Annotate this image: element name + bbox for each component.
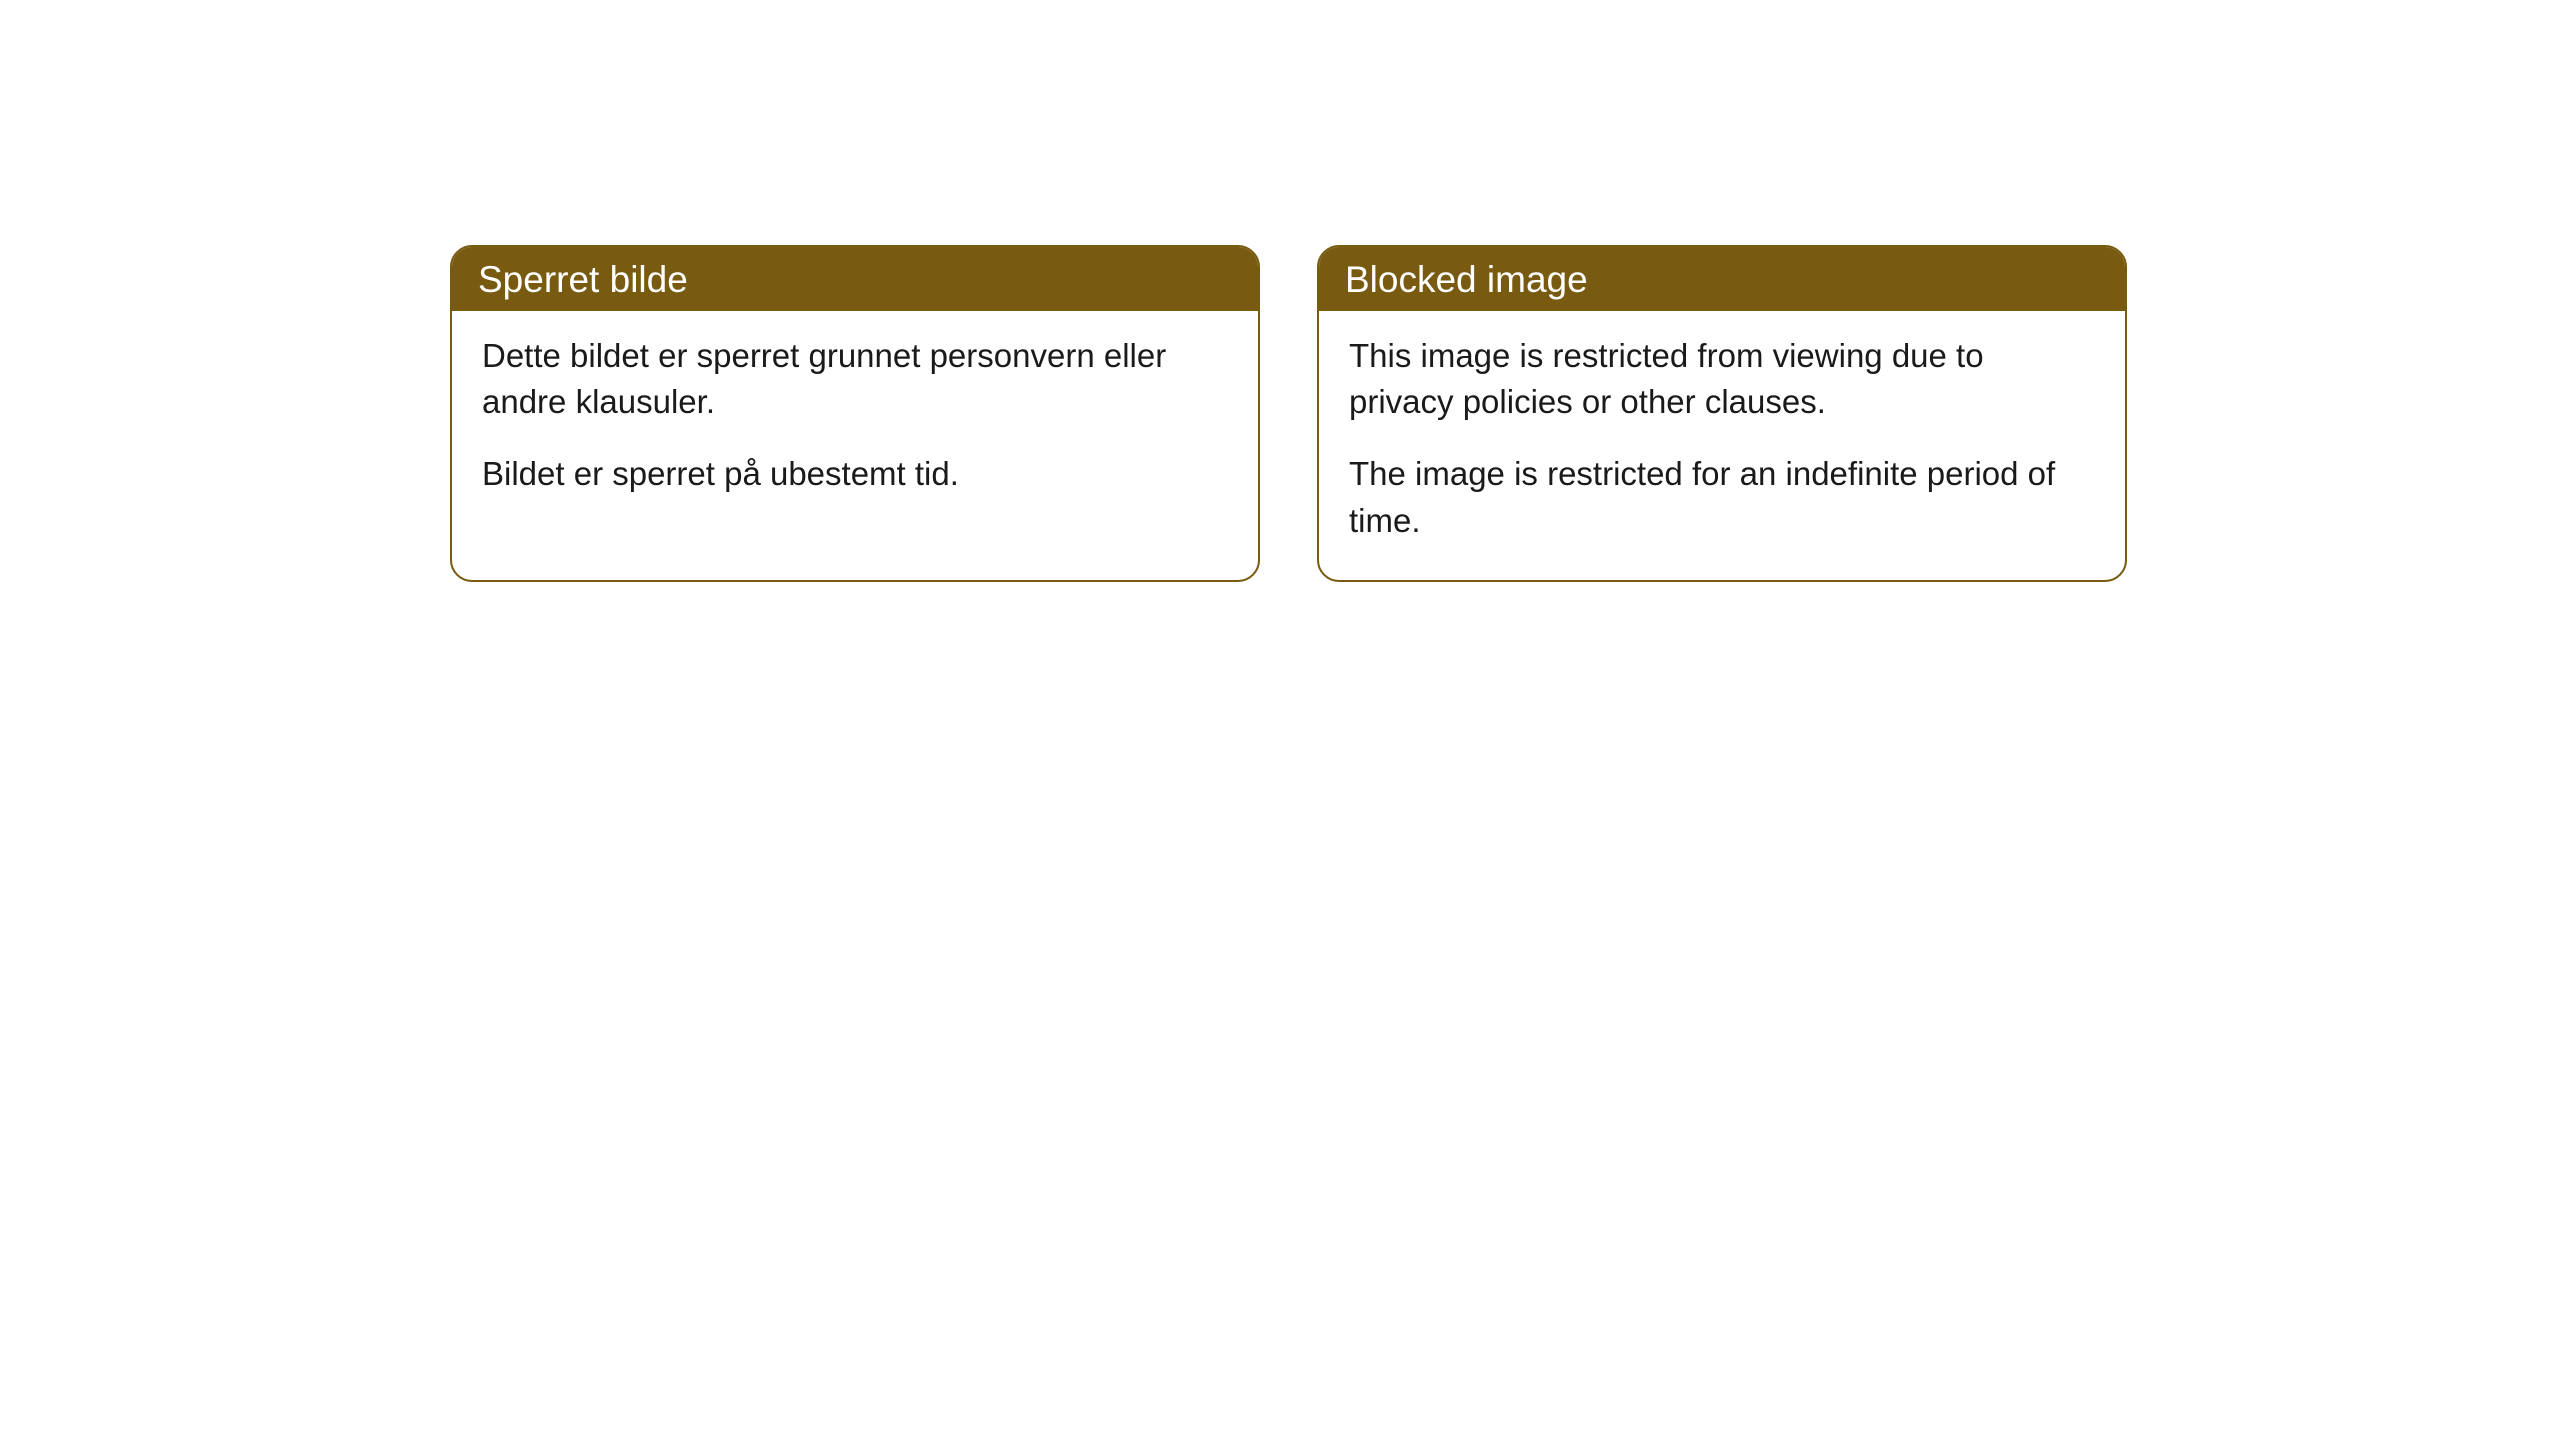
blocked-image-card-en: Blocked image This image is restricted f… (1317, 245, 2127, 582)
card-text-no-2: Bildet er sperret på ubestemt tid. (482, 451, 1228, 497)
card-text-en-1: This image is restricted from viewing du… (1349, 333, 2095, 425)
card-header-en: Blocked image (1319, 247, 2125, 311)
card-text-en-2: The image is restricted for an indefinit… (1349, 451, 2095, 543)
card-body-no: Dette bildet er sperret grunnet personve… (452, 311, 1258, 534)
card-text-no-1: Dette bildet er sperret grunnet personve… (482, 333, 1228, 425)
card-body-en: This image is restricted from viewing du… (1319, 311, 2125, 580)
card-header-no: Sperret bilde (452, 247, 1258, 311)
card-title-en: Blocked image (1345, 259, 1588, 300)
blocked-image-card-no: Sperret bilde Dette bildet er sperret gr… (450, 245, 1260, 582)
notice-container: Sperret bilde Dette bildet er sperret gr… (0, 0, 2560, 582)
card-title-no: Sperret bilde (478, 259, 688, 300)
